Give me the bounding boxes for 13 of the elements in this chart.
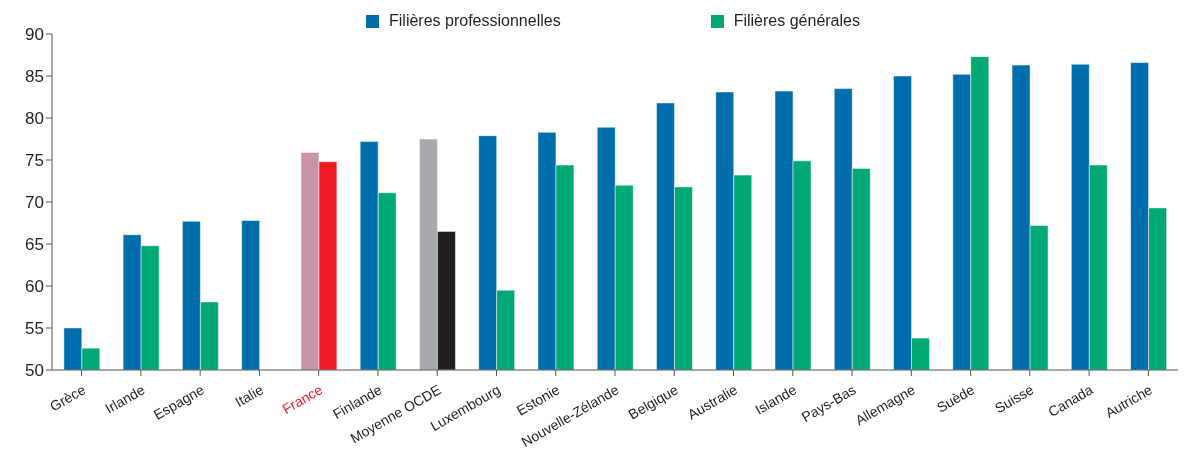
- legend-label: Filières générales: [732, 12, 860, 30]
- legend-label: Filières professionnelles: [388, 12, 561, 30]
- y-tick-label: 80: [25, 109, 44, 129]
- y-tick-label: 70: [25, 193, 44, 213]
- y-tick-label: 90: [25, 25, 44, 45]
- y-tick-label: 75: [25, 151, 44, 171]
- y-tick-label: 85: [25, 67, 44, 87]
- y-tick-label: 65: [25, 235, 44, 255]
- y-tick-label: 50: [25, 361, 44, 381]
- x-tick-label: Italie: [232, 381, 267, 411]
- y-tick-label: 60: [25, 277, 44, 297]
- x-tick-label: Grèce: [47, 381, 89, 415]
- y-tick-label: 55: [25, 319, 44, 339]
